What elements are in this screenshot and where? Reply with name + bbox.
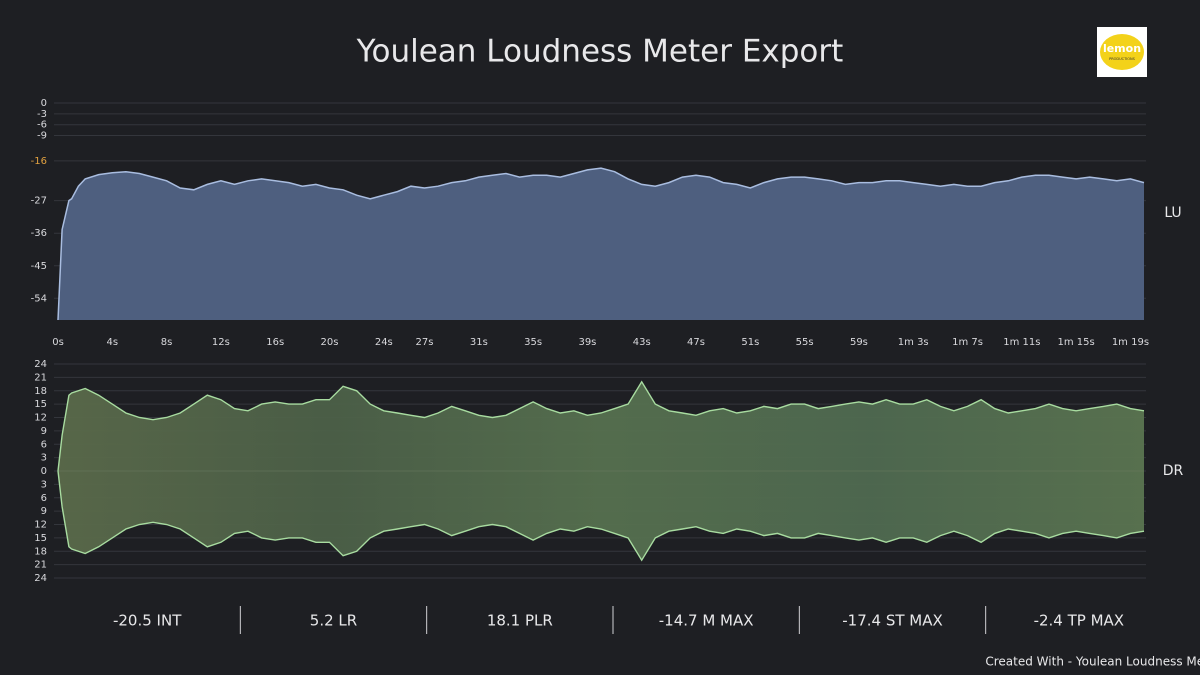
y-tick-label: 12: [34, 413, 47, 424]
y-tick-label: -36: [31, 228, 47, 239]
footer: Created With - Youlean Loudness Meter v2…: [985, 655, 1200, 669]
y-tick-label: 3: [41, 453, 47, 464]
x-tick-label: 31s: [470, 337, 488, 348]
y-tick-label: 3: [41, 479, 47, 490]
y-tick-label: 9: [41, 426, 47, 437]
x-tick-label: 51s: [741, 337, 759, 348]
axis-label: LU: [1164, 205, 1181, 221]
x-tick-label: 8s: [161, 337, 173, 348]
x-tick-label: 4s: [107, 337, 119, 348]
y-tick-label: -3: [37, 109, 47, 120]
y-tick-label: -27: [31, 196, 47, 207]
y-tick-label: -54: [31, 293, 47, 304]
y-tick-label: -16: [31, 156, 47, 167]
stat-value: -20.5 INT: [113, 612, 182, 630]
x-tick-label: 35s: [524, 337, 542, 348]
logo-lemon: [1100, 34, 1144, 70]
logo-subtext: PRODUCTIONS: [1109, 57, 1136, 61]
x-tick-label: 12s: [212, 337, 230, 348]
axis-label: DR: [1163, 463, 1184, 479]
y-tick-label: 24: [34, 359, 47, 370]
upper-line: [57, 380, 1145, 472]
x-tick-label: 1m 19s: [1112, 337, 1149, 348]
x-tick-label: 16s: [266, 337, 284, 348]
y-tick-label: 6: [41, 493, 47, 504]
y-tick-label: 12: [34, 520, 47, 531]
x-tick-label: 59s: [850, 337, 868, 348]
logo: lemon PRODUCTIONS: [1097, 27, 1147, 77]
area-line: [57, 167, 1145, 321]
y-tick-label: -9: [37, 131, 47, 142]
stat-value: -14.7 M MAX: [659, 612, 754, 630]
y-tick-label: 9: [41, 506, 47, 517]
logo-text: lemon: [1103, 42, 1141, 55]
y-tick-label: 0: [41, 466, 47, 477]
x-tick-label: 55s: [796, 337, 814, 348]
x-tick-label: 20s: [321, 337, 339, 348]
y-tick-label: 24: [34, 573, 47, 584]
title: Youlean Loudness Meter Export: [356, 34, 844, 70]
stat-value: -17.4 ST MAX: [842, 612, 943, 630]
y-tick-label: 15: [34, 399, 47, 410]
y-tick-label: 15: [34, 533, 47, 544]
x-tick-label: 39s: [578, 337, 596, 348]
y-tick-label: 18: [34, 546, 47, 557]
y-tick-label: 21: [34, 560, 47, 571]
x-tick-label: 0s: [52, 337, 64, 348]
x-tick-label: 1m 7s: [952, 337, 983, 348]
area-fill: [58, 168, 1144, 320]
stat-value: 18.1 PLR: [487, 612, 553, 630]
x-tick-label: 47s: [687, 337, 705, 348]
stat-value: -2.4 TP MAX: [1034, 612, 1125, 630]
x-tick-label: 27s: [416, 337, 434, 348]
x-tick-label: 1m 15s: [1058, 337, 1095, 348]
lower-line: [57, 470, 1145, 562]
stat-value: 5.2 LR: [310, 612, 357, 630]
x-tick-label: 43s: [633, 337, 651, 348]
y-tick-label: 6: [41, 439, 47, 450]
y-tick-label: 18: [34, 386, 47, 397]
x-tick-label: 24s: [375, 337, 393, 348]
x-tick-label: 1m 3s: [898, 337, 929, 348]
y-tick-label: 21: [34, 372, 47, 383]
y-tick-label: -45: [31, 261, 47, 272]
x-tick-label: 1m 11s: [1003, 337, 1040, 348]
y-tick-label: 0: [41, 98, 47, 109]
y-tick-label: -6: [37, 120, 47, 131]
